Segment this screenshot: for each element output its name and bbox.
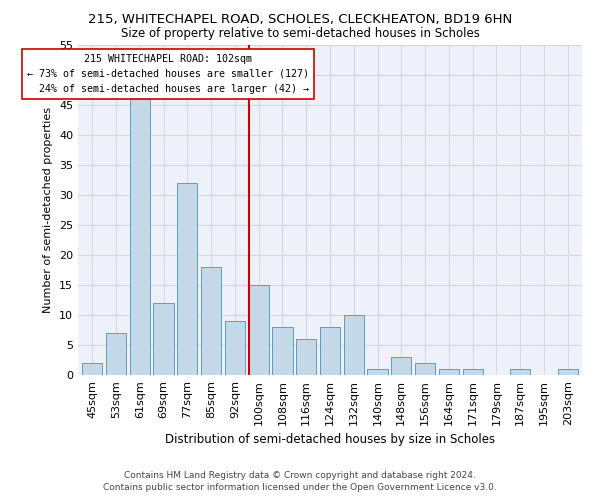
Y-axis label: Number of semi-detached properties: Number of semi-detached properties bbox=[43, 107, 53, 313]
Bar bbox=[201, 267, 221, 375]
Text: 215, WHITECHAPEL ROAD, SCHOLES, CLECKHEATON, BD19 6HN: 215, WHITECHAPEL ROAD, SCHOLES, CLECKHEA… bbox=[88, 12, 512, 26]
X-axis label: Distribution of semi-detached houses by size in Scholes: Distribution of semi-detached houses by … bbox=[165, 433, 495, 446]
Bar bbox=[106, 333, 126, 375]
Bar bbox=[344, 315, 364, 375]
Bar bbox=[177, 183, 197, 375]
Bar bbox=[248, 285, 269, 375]
Bar bbox=[296, 339, 316, 375]
Bar bbox=[367, 369, 388, 375]
Bar bbox=[463, 369, 483, 375]
Bar bbox=[154, 303, 173, 375]
Bar bbox=[320, 327, 340, 375]
Bar bbox=[272, 327, 293, 375]
Text: 215 WHITECHAPEL ROAD: 102sqm  
← 73% of semi-detached houses are smaller (127)
 : 215 WHITECHAPEL ROAD: 102sqm ← 73% of se… bbox=[28, 54, 310, 94]
Bar bbox=[130, 99, 150, 375]
Bar bbox=[439, 369, 459, 375]
Bar bbox=[225, 321, 245, 375]
Bar bbox=[82, 363, 103, 375]
Bar bbox=[391, 357, 412, 375]
Text: Size of property relative to semi-detached houses in Scholes: Size of property relative to semi-detach… bbox=[121, 28, 479, 40]
Bar bbox=[557, 369, 578, 375]
Bar bbox=[510, 369, 530, 375]
Text: Contains HM Land Registry data © Crown copyright and database right 2024.
Contai: Contains HM Land Registry data © Crown c… bbox=[103, 471, 497, 492]
Bar bbox=[415, 363, 435, 375]
